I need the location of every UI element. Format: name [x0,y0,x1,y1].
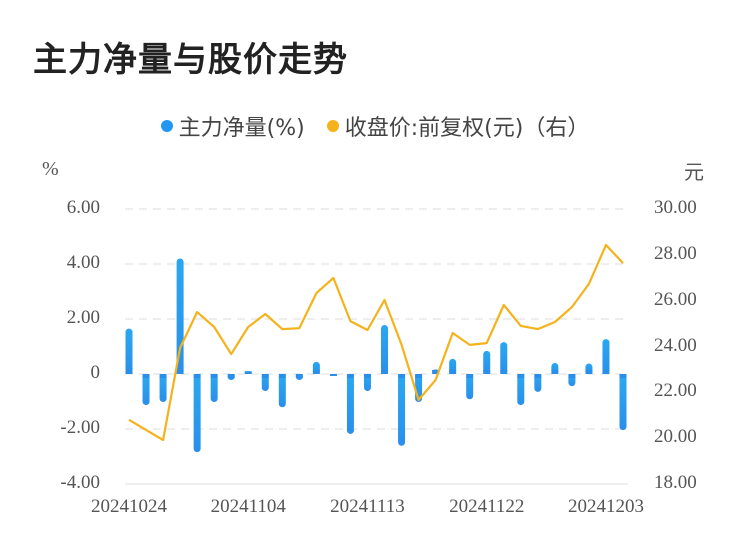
bar[interactable] [261,374,269,392]
bar-base [500,370,508,374]
legend-item-net-flow[interactable]: 主力净量(%) [160,110,305,142]
x-axis-tick: 20241122 [449,496,525,517]
legend-label: 收盘价:前复权(元)（右） [344,116,590,141]
bar[interactable] [483,350,491,374]
bar-base [602,370,610,374]
bar-base [312,370,320,374]
bar-base [415,374,423,378]
bar[interactable] [602,339,610,374]
x-axis-tick: 20241113 [330,496,405,517]
bar[interactable] [125,328,133,374]
bar-base [381,370,389,374]
bar[interactable] [363,374,371,392]
bar-base [244,371,252,374]
bar-base [193,374,201,378]
legend: 主力净量(%) 收盘价:前复权(元)（右） [0,110,750,142]
right-axis-tick: 22.00 [654,380,697,402]
bar-base [329,374,337,376]
bar[interactable] [278,374,286,408]
bar[interactable] [619,374,627,431]
bar-base [210,374,218,378]
bar-base [227,374,235,378]
bar[interactable] [500,342,508,374]
price-line [128,243,624,442]
bar-base [363,374,371,378]
bar-base [517,374,525,378]
bar[interactable] [517,374,525,406]
left-axis-tick: 4.00 [66,252,100,273]
grid-lines [125,208,628,485]
right-axis-unit: 元 [684,160,704,184]
right-axis-tick: 28.00 [654,242,697,264]
bar-base [142,374,150,378]
bar-base [278,374,286,378]
left-axis-unit: % [42,158,59,180]
bar-base [125,370,133,374]
bar[interactable] [381,325,389,374]
x-axis-tick: 20241024 [91,496,167,517]
right-axis-tick: 26.00 [654,288,697,310]
bar[interactable] [398,374,406,446]
bar[interactable] [142,374,150,406]
bar-base [295,374,303,378]
bar[interactable] [210,374,218,403]
bar[interactable] [159,374,167,403]
bar[interactable] [466,374,474,400]
x-axis-tick: 20241203 [567,496,644,517]
bar-base [466,374,474,378]
bar-base [176,370,184,374]
left-axis-tick: 0 [90,362,101,383]
bar-base [346,374,354,378]
legend-dot-icon [326,120,339,132]
bar-base [568,374,576,378]
bar-base [585,370,593,374]
x-axis-tick: 20241104 [210,496,286,517]
legend-dot-icon [160,120,173,132]
bar-base [432,370,440,374]
bar-base [449,370,457,374]
bar[interactable] [193,374,201,453]
bar-base [159,374,167,378]
chart-title: 主力净量与股价走势 [33,40,348,80]
left-axis-tick: 6.00 [66,197,100,218]
left-axis-tick: -2.00 [60,417,100,438]
right-axis-tick: 18.00 [654,472,697,493]
bar[interactable] [534,374,542,392]
left-axis-tick: -4.00 [60,472,100,493]
bar-base [483,370,491,374]
bar-base [261,374,269,378]
bar-base [398,374,406,378]
bar[interactable] [346,374,354,434]
right-axis-tick: 30.00 [654,197,697,218]
legend-label: 主力净量(%) [178,116,305,141]
legend-item-close-price[interactable]: 收盘价:前复权(元)（右） [326,110,590,142]
right-axis-tick: 24.00 [654,334,697,356]
bar-base [619,374,627,378]
bar-base [551,370,559,374]
left-axis-tick: 2.00 [66,307,100,328]
bar-base [534,374,542,378]
bar-series [125,258,627,453]
right-axis-tick: 20.00 [654,426,697,448]
